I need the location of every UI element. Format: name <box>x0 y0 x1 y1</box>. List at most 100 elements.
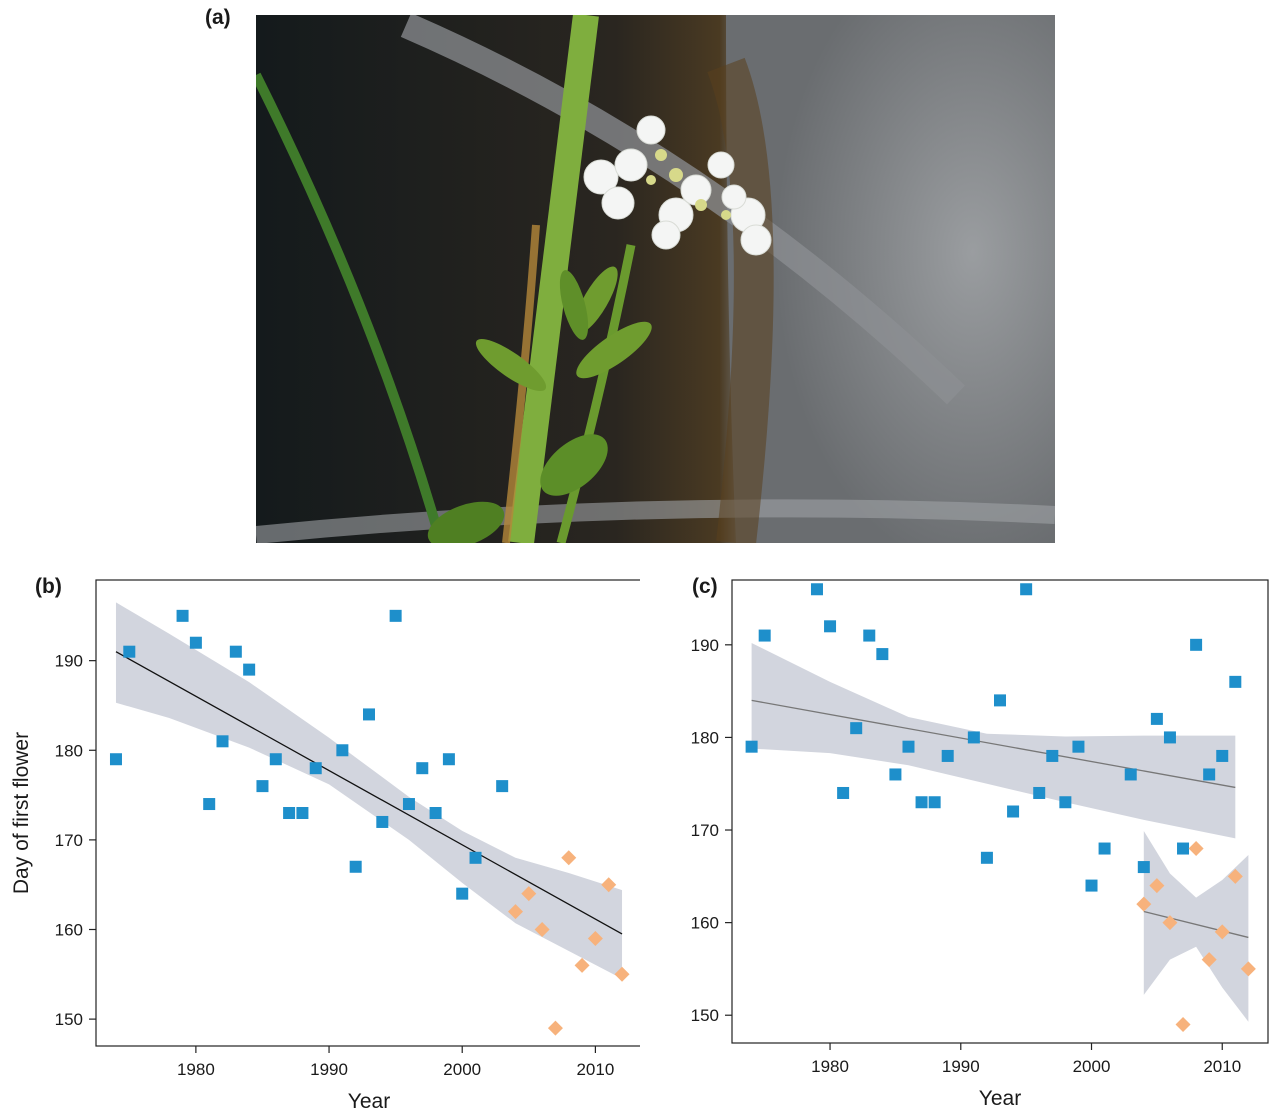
y-tick-label: 170 <box>55 831 83 850</box>
data-point-diamond <box>1136 896 1152 912</box>
y-axis-title: Day of first flower <box>10 732 33 894</box>
data-point-square <box>967 731 980 744</box>
y-tick-label: 180 <box>691 728 719 747</box>
data-point-square <box>1098 842 1111 855</box>
chart-c: 1980 1990 2000 2010 150 160 170 180 190 Year <box>691 579 1269 1109</box>
x-tick-label: 1980 <box>177 1060 215 1079</box>
data-point-square <box>243 663 256 676</box>
data-point-square <box>1124 768 1137 781</box>
x-tick-label: 1990 <box>310 1060 348 1079</box>
data-point-square <box>363 708 375 721</box>
data-point-diamond <box>587 930 603 946</box>
data-point-square <box>203 798 216 811</box>
confidence-band <box>1143 830 1249 1022</box>
x-tick-label: 1980 <box>811 1057 849 1076</box>
data-point-square <box>416 762 429 775</box>
y-tick-label: 160 <box>55 921 83 940</box>
data-point-square <box>1046 749 1059 762</box>
data-point-square <box>429 807 442 819</box>
data-point-square <box>1203 768 1216 781</box>
data-point-square <box>296 807 309 819</box>
data-point-square <box>1177 842 1190 855</box>
data-point-diamond <box>1188 841 1204 857</box>
data-point-square <box>389 609 402 622</box>
data-point-diamond <box>601 877 617 893</box>
y-tick-label: 160 <box>691 914 719 933</box>
data-point-square <box>376 815 389 828</box>
data-point-square <box>496 780 509 793</box>
data-point-square <box>229 645 242 658</box>
data-point-square <box>1085 879 1098 892</box>
data-point-square <box>283 807 296 819</box>
data-point-square <box>1137 861 1150 874</box>
x-tick-label: 2010 <box>576 1060 614 1079</box>
x-tick-label: 1990 <box>942 1057 980 1076</box>
confidence-band <box>751 642 1236 839</box>
data-point-diamond <box>534 922 550 937</box>
flower-photo <box>256 15 1055 543</box>
data-point-square <box>442 753 455 766</box>
data-point-square <box>837 786 850 799</box>
data-point-square <box>810 583 823 596</box>
panel-label-a: (a) <box>205 6 231 29</box>
x-tick-label: 2000 <box>1073 1057 1111 1076</box>
data-point-square <box>850 722 863 735</box>
data-point-square <box>1059 796 1072 809</box>
x-axis-title: Year <box>348 1090 390 1109</box>
y-tick-label: 150 <box>55 1010 83 1029</box>
x-tick-label: 2010 <box>1203 1057 1241 1076</box>
data-point-diamond <box>507 904 523 920</box>
data-point-square <box>402 798 415 811</box>
data-point-square <box>1150 712 1163 725</box>
y-tick-label: 150 <box>691 1006 719 1025</box>
data-point-square <box>876 648 889 661</box>
data-point-diamond <box>1162 915 1178 931</box>
y-tick-label: 190 <box>55 652 83 671</box>
data-point-square <box>109 753 122 766</box>
data-point-square <box>269 753 282 766</box>
plot-frame <box>731 579 1269 1044</box>
data-point-diamond <box>1227 868 1243 884</box>
data-point-square <box>889 768 902 781</box>
data-point-diamond <box>561 850 577 866</box>
data-point-diamond <box>1214 924 1230 940</box>
y-tick-label: 180 <box>55 741 83 760</box>
data-point-diamond <box>547 1020 563 1036</box>
data-point-diamond <box>574 957 590 973</box>
y-tick-label: 190 <box>691 636 719 655</box>
data-point-diamond <box>1175 1016 1191 1032</box>
data-point-square <box>824 620 837 633</box>
data-point-diamond <box>1240 961 1256 977</box>
data-point-square <box>915 796 928 809</box>
data-point-square <box>758 629 771 642</box>
data-point-square <box>1072 740 1085 753</box>
regression-line <box>751 699 1236 789</box>
data-point-square <box>1229 675 1242 688</box>
data-point-square <box>745 740 758 753</box>
plot-frame <box>95 579 640 1047</box>
data-point-square <box>256 780 269 793</box>
panel-label-b: (b) <box>35 575 62 598</box>
data-point-square <box>941 749 954 762</box>
data-point-diamond <box>614 966 630 982</box>
data-point-diamond <box>1201 952 1217 968</box>
data-point-square <box>1163 731 1176 744</box>
x-axis-title: Year <box>979 1087 1021 1109</box>
data-point-square <box>349 860 362 873</box>
regression-line <box>1143 910 1249 939</box>
data-point-square <box>1216 749 1229 762</box>
data-point-square <box>1190 638 1203 651</box>
data-point-diamond <box>1149 878 1165 894</box>
data-point-square <box>980 851 993 864</box>
data-point-square <box>902 740 915 753</box>
data-point-square <box>1007 805 1020 818</box>
data-point-square <box>336 744 349 757</box>
chart-b: 1980 1990 2000 2010 150 160 170 180 190 Year Day o… <box>10 579 640 1109</box>
data-point-square <box>123 645 136 658</box>
regression-line <box>115 651 623 935</box>
data-point-square <box>176 609 189 622</box>
data-point-square <box>216 735 229 748</box>
data-point-square <box>189 636 202 649</box>
data-point-diamond <box>521 886 537 902</box>
data-point-square <box>863 629 876 642</box>
